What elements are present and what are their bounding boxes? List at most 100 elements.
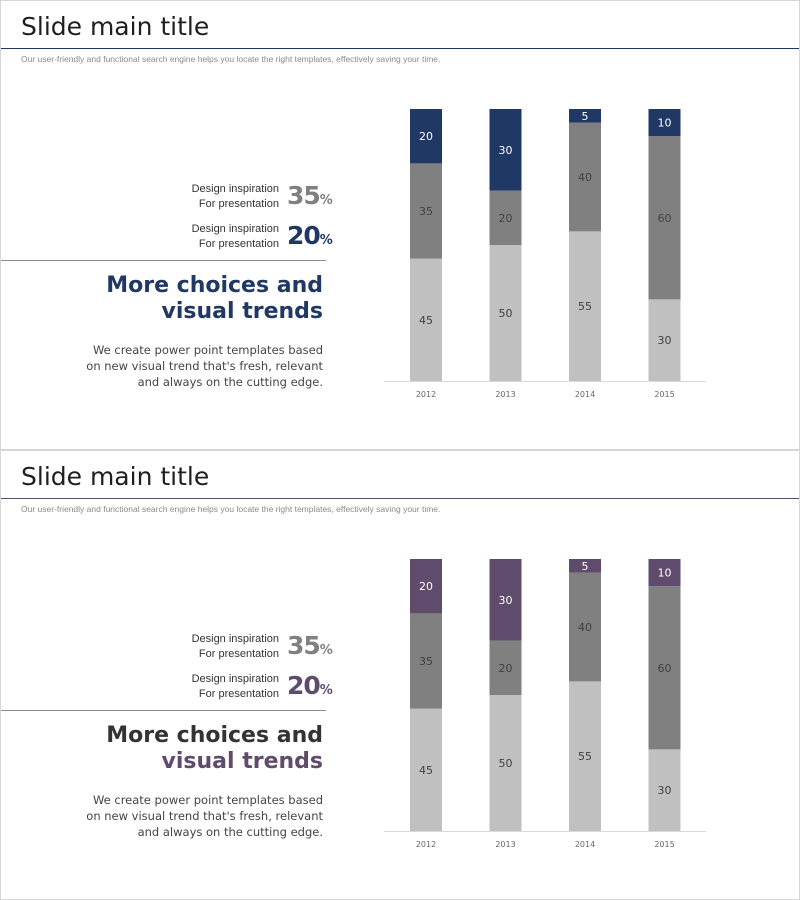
stat-block-2: Design inspiration For presentation 20%	[151, 669, 333, 706]
stacked-bar-chart: 45 35 20 2012 50 20 30 2013 55 40 5 2014 30 60 10 2015	[384, 559, 706, 849]
bar-segment-2015-1	[648, 749, 681, 831]
bar-segment-2014-2	[569, 122, 601, 232]
body-text: We create power point templates based on…	[86, 342, 323, 390]
data-label-2015-1: 30	[658, 334, 672, 347]
stat-percentage: 20%	[287, 221, 333, 256]
body-line3: and always on the cutting edge.	[137, 375, 323, 389]
x-tick-label-2014: 2014	[575, 840, 595, 849]
x-tick-label-2013: 2013	[495, 390, 515, 399]
bar-segment-2015-3	[648, 109, 681, 137]
data-label-2014-1: 55	[578, 300, 592, 313]
headline-line2: visual trends	[161, 749, 323, 774]
stat-label: Design inspiration For presentation	[192, 632, 279, 662]
stat-unit: %	[319, 193, 333, 208]
bar-segment-2012-3	[410, 109, 442, 164]
body-line1: We create power point templates based	[92, 793, 323, 807]
stat-block-1: Design inspiration For presentation 35%	[151, 629, 333, 666]
body-line2: on new visual trend that's fresh, releva…	[86, 809, 323, 823]
bar-segment-2015-1	[648, 299, 681, 381]
bar-segment-2012-3	[410, 559, 442, 614]
stat-value: 20	[287, 221, 321, 250]
stat-label-line2: For presentation	[198, 238, 279, 250]
x-tick-label-2013: 2013	[495, 840, 515, 849]
stat-label: Design inspiration For presentation	[192, 182, 279, 212]
stat-unit: %	[319, 643, 333, 658]
stat-label-line1: Design inspiration	[191, 633, 279, 645]
stat-percentage: 20%	[287, 671, 333, 706]
x-tick-label-2012: 2012	[416, 390, 436, 399]
bar-segment-2013-2	[489, 190, 522, 245]
stat-label: Design inspiration For presentation	[192, 222, 279, 252]
data-label-2013-3: 30	[499, 594, 513, 607]
headline-line1: More choices and	[106, 723, 323, 748]
headline-line2: visual trends	[161, 299, 323, 324]
data-label-2014-2: 40	[578, 171, 592, 184]
data-label-2013-1: 50	[499, 307, 513, 320]
bar-segment-2012-2	[410, 163, 442, 259]
headline: More choices and visual trends	[106, 723, 323, 775]
headline-line1: More choices and	[106, 273, 323, 298]
data-label-2012-1: 45	[419, 764, 433, 777]
bar-segment-2014-2	[569, 572, 601, 682]
bar-segment-2012-1	[410, 258, 442, 381]
body-line3: and always on the cutting edge.	[137, 825, 323, 839]
stat-unit: %	[319, 683, 333, 698]
data-label-2013-1: 50	[499, 757, 513, 770]
data-label-2012-2: 35	[419, 655, 433, 668]
bar-segment-2013-1	[489, 245, 522, 381]
stat-block-1: Design inspiration For presentation 35%	[151, 179, 333, 216]
data-label-2012-3: 20	[419, 580, 433, 593]
x-tick-label-2015: 2015	[654, 840, 674, 849]
stat-value: 35	[287, 181, 321, 210]
stat-percentage: 35%	[287, 181, 333, 216]
body-line1: We create power point templates based	[92, 343, 323, 357]
slide-1: Slide main title Our user-friendly and f…	[0, 0, 800, 450]
stacked-bar-chart: 45 35 20 2012 50 20 30 2013 55 40 5 2014 30 60 10 2015	[384, 109, 706, 399]
data-label-2015-1: 30	[658, 784, 672, 797]
stat-label-line2: For presentation	[198, 198, 279, 210]
stat-label-line1: Design inspiration	[191, 223, 279, 235]
title-rule	[1, 498, 799, 499]
stat-percentage: 35%	[287, 631, 333, 666]
stat-unit: %	[319, 233, 333, 248]
bar-segment-2013-2	[489, 640, 522, 695]
stat-value: 20	[287, 671, 321, 700]
x-tick-label-2015: 2015	[654, 390, 674, 399]
stat-label: Design inspiration For presentation	[192, 672, 279, 702]
bar-segment-2014-3	[569, 559, 601, 573]
stat-block-2: Design inspiration For presentation 20%	[151, 219, 333, 256]
slide-title: Slide main title	[21, 12, 210, 41]
title-rule	[1, 48, 799, 49]
bar-segment-2013-3	[489, 559, 522, 641]
body-text: We create power point templates based on…	[86, 792, 323, 840]
bar-segment-2013-3	[489, 109, 522, 191]
bar-segment-2012-2	[410, 613, 442, 709]
data-label-2013-3: 30	[499, 144, 513, 157]
section-divider	[1, 260, 326, 261]
data-label-2015-2: 60	[658, 662, 672, 675]
slide-title: Slide main title	[21, 462, 210, 491]
bar-segment-2012-1	[410, 708, 442, 831]
bar-segment-2015-3	[648, 559, 681, 587]
bar-segment-2015-2	[648, 136, 681, 300]
x-tick-label-2014: 2014	[575, 390, 595, 399]
data-label-2012-2: 35	[419, 205, 433, 218]
stat-value: 35	[287, 631, 321, 660]
data-label-2015-3: 10	[658, 117, 672, 130]
slide-subtitle: Our user-friendly and functional search …	[21, 504, 441, 514]
x-tick-label-2012: 2012	[416, 840, 436, 849]
section-divider	[1, 710, 326, 711]
data-label-2013-2: 20	[499, 212, 513, 225]
data-label-2014-3: 5	[582, 560, 589, 573]
data-label-2015-3: 10	[658, 567, 672, 580]
data-label-2012-3: 20	[419, 130, 433, 143]
bar-segment-2014-3	[569, 109, 601, 123]
headline: More choices and visual trends	[106, 273, 323, 325]
stat-label-line1: Design inspiration	[191, 673, 279, 685]
slide-2: Slide main title Our user-friendly and f…	[0, 450, 800, 900]
bar-segment-2013-1	[489, 695, 522, 831]
stat-label-line1: Design inspiration	[191, 183, 279, 195]
data-label-2014-1: 55	[578, 750, 592, 763]
body-line2: on new visual trend that's fresh, releva…	[86, 359, 323, 373]
data-label-2014-2: 40	[578, 621, 592, 634]
